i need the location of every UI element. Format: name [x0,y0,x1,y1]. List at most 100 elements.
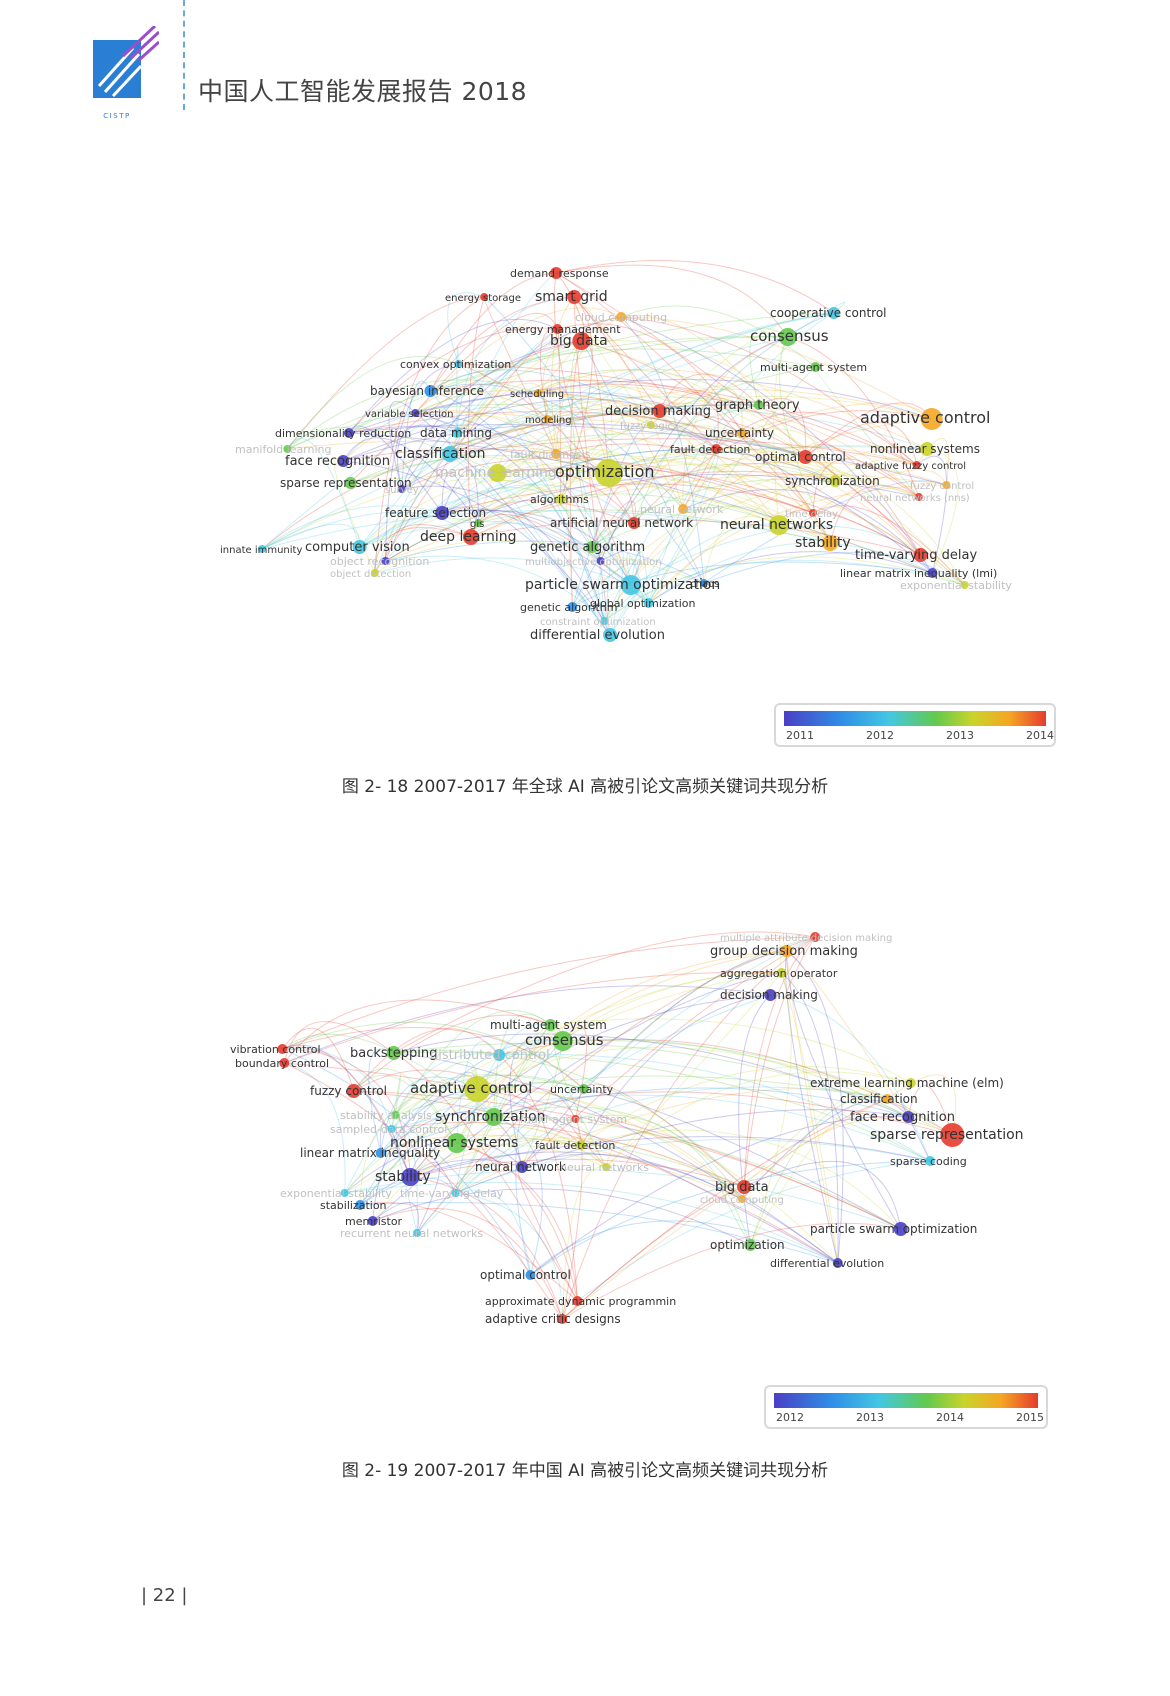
network-link [401,396,759,490]
keyword-label-graph-theory: graph theory [715,398,800,413]
network-link [591,501,636,548]
network-link [743,1080,911,1188]
keyword-node-bayesian-inference [424,385,437,397]
network-link [493,1088,576,1120]
keyword-label-fault-detection: fault detection [670,443,750,456]
network-link [682,488,933,574]
keyword-label-time-varying-delay: time-varying delay [400,1187,504,1200]
network-link [348,424,947,486]
keyword-label-object-detection: object detection [330,569,411,580]
network-link [659,410,921,556]
network-link [591,463,836,548]
keyword-label-deep-learning: deep learning [420,529,517,545]
keyword-label-dimensionality-reduction: dimensionality reduction [275,427,411,440]
keyword-node-time-delay [809,509,817,517]
keyword-label-stability: stability [375,1169,431,1185]
network-link [415,379,932,420]
keyword-label-exponential-stability: exponential stability [900,579,1012,592]
keyword-label-variable-selection: variable selection [365,409,453,420]
network-link [287,440,831,544]
network-link [583,1088,901,1230]
keyword-label-extreme-learning-machine-elm: extreme learning machine (elm) [810,1076,1004,1090]
network-link [282,1021,585,1090]
network-link [605,1071,911,1168]
network-link [781,972,839,1264]
network-link [497,472,611,636]
network-link [605,1132,743,1200]
network-link [380,1134,743,1200]
keyword-label-multiobjective-optimization: multiobjective optimization [525,557,662,568]
network-link [547,402,920,498]
keyword-node-sampled-data-control [387,1125,396,1133]
network-link [456,382,548,434]
network-link [384,524,472,562]
network-link [282,1048,531,1276]
network-link [470,518,921,556]
keyword-node-adaptive-control [464,1076,491,1102]
keyword-node-dimensionality-reduction [343,428,354,438]
keyword-label-optimal-control: optimal control [755,450,846,464]
network-link [741,1118,953,1200]
keyword-node-distributed-control [493,1049,506,1061]
network-link [410,1137,743,1200]
network-link [391,1121,745,1188]
network-link [530,1220,838,1276]
keyword-label-linear-matrix-inequality-lmi: linear matrix inequality (lmi) [840,567,997,580]
network-link [385,540,705,584]
keyword-node-smart-grid [567,290,582,304]
keyword-label-distributed-control: distributed control [430,1048,550,1063]
network-link [409,1161,440,1234]
network-link [353,1069,582,1146]
network-link [927,448,959,574]
network-link [348,318,558,434]
network-link [359,484,635,548]
network-link [575,1114,751,1246]
network-link [448,406,548,455]
keyword-node-extreme-learning-machine-elm [905,1078,916,1088]
network-link [550,1018,912,1084]
keyword-label-cloud-computing: cloud computing [700,1195,784,1206]
keyword-node-fault-detection [576,1140,587,1150]
keyword-node-face-recognition [337,455,350,467]
network-link [401,404,759,490]
keyword-label-multiple-attribute-decision-making: multiple attribute decision making [720,933,892,944]
keyword-node-consensus [552,1031,573,1051]
network-link [416,936,816,1234]
keyword-label-consensus: consensus [750,327,829,345]
keyword-node-recurrent-neural-networks [413,1229,421,1237]
network-link [372,1202,419,1234]
keyword-label-genetic-algorithm: genetic algorithm [530,540,645,555]
network-link [282,1027,585,1090]
network-link [374,557,632,586]
network-link [591,529,611,622]
network-link [287,379,539,450]
network-link [703,480,947,584]
keyword-node-data-mining [451,428,462,438]
keyword-node-object-detection [370,569,379,577]
network-link [449,392,660,455]
network-link [537,392,605,622]
keyword-node-survey [397,485,406,493]
network-link [401,485,611,636]
network-link [562,1038,909,1118]
keyword-label-recurrent-neural-networks: recurrent neural networks [340,1227,483,1240]
network-link [572,562,638,608]
network-link [561,1166,607,1320]
network-link [456,296,575,434]
network-link [621,314,806,458]
network-link [477,418,548,524]
network-link [493,1106,743,1200]
network-link [741,428,836,482]
network-link [578,1126,607,1168]
network-link [497,466,921,556]
network-link [441,469,479,524]
network-link [441,483,814,514]
keyword-node-decision-making [652,404,667,418]
network-link [384,363,459,562]
network-link [359,1177,456,1206]
keyword-node-backstepping [386,1046,401,1060]
network-link [350,340,582,484]
keyword-label-energy-management: energy management [505,323,621,336]
network-link [591,485,635,548]
keyword-node-demand-response [550,267,563,279]
